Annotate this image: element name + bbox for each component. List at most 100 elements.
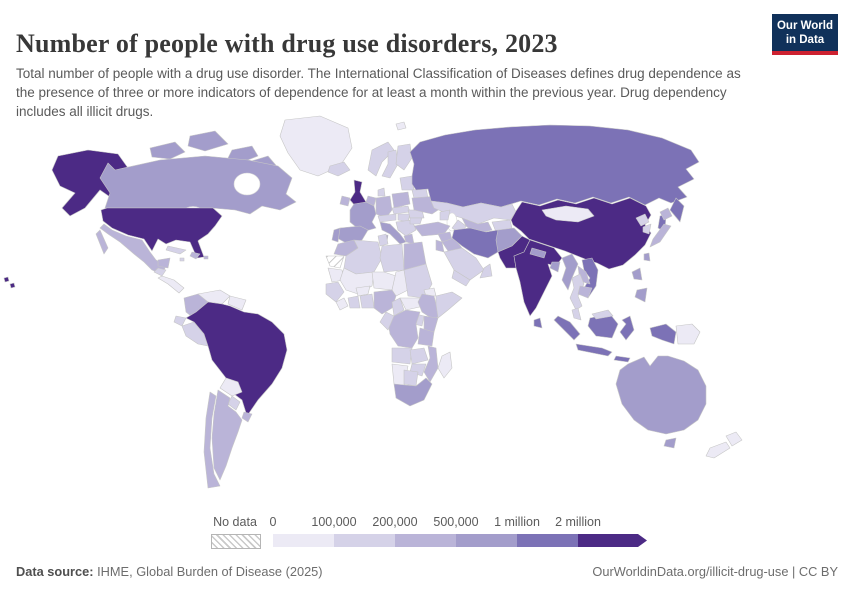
country-tasmania[interactable] bbox=[663, 437, 677, 449]
country-congo-gabon[interactable] bbox=[379, 311, 395, 331]
country-cuba[interactable] bbox=[165, 245, 187, 255]
country-caucasus[interactable] bbox=[439, 209, 451, 221]
country-guyanas[interactable] bbox=[227, 295, 247, 311]
country-norway[interactable] bbox=[367, 141, 395, 177]
country-iceland[interactable] bbox=[327, 161, 351, 177]
country-burkina-faso[interactable] bbox=[355, 285, 371, 297]
country-yemen[interactable] bbox=[451, 269, 471, 287]
country-ivory-coast[interactable] bbox=[347, 295, 361, 309]
legend-segment[interactable] bbox=[334, 534, 395, 547]
country-poland[interactable] bbox=[391, 191, 411, 209]
country-hawaii[interactable] bbox=[3, 276, 16, 289]
country-bulgaria[interactable] bbox=[409, 217, 423, 225]
country-south-korea[interactable] bbox=[642, 223, 652, 235]
country-tanzania[interactable] bbox=[417, 327, 435, 347]
legend-segment[interactable] bbox=[395, 534, 456, 547]
country-chile[interactable] bbox=[203, 391, 221, 489]
country-zambia[interactable] bbox=[409, 347, 429, 365]
country-angola[interactable] bbox=[391, 347, 413, 365]
country-somalia[interactable] bbox=[435, 291, 463, 319]
country-libya[interactable] bbox=[379, 243, 405, 273]
legend-segment[interactable] bbox=[578, 534, 647, 547]
country-ireland[interactable] bbox=[339, 195, 351, 207]
country-sulawesi[interactable] bbox=[619, 315, 635, 341]
country-east-malaysia[interactable] bbox=[591, 309, 614, 320]
country-taiwan[interactable] bbox=[643, 252, 651, 262]
country-bangladesh[interactable] bbox=[549, 261, 561, 273]
legend-segment[interactable] bbox=[273, 534, 334, 547]
owid-logo[interactable]: Our World in Data bbox=[772, 14, 838, 55]
country-argentina[interactable] bbox=[211, 389, 243, 481]
country-oman[interactable] bbox=[479, 263, 493, 279]
country-japan-honshu[interactable] bbox=[649, 223, 672, 248]
country-svalbard[interactable] bbox=[395, 121, 407, 131]
license-link[interactable]: OurWorldinData.org/illicit-drug-use | CC… bbox=[592, 564, 838, 579]
legend-segment[interactable] bbox=[456, 534, 517, 547]
country-mongolia[interactable] bbox=[541, 205, 595, 223]
country-cameroon[interactable] bbox=[391, 297, 405, 317]
country-thailand[interactable] bbox=[569, 273, 585, 311]
legend-segment[interactable] bbox=[517, 534, 578, 547]
map-svg bbox=[3, 115, 743, 489]
country-greece[interactable] bbox=[403, 233, 415, 245]
legend-tick: 200,000 bbox=[372, 515, 418, 529]
country-south-africa[interactable] bbox=[393, 377, 433, 407]
country-bolivia[interactable] bbox=[219, 377, 243, 397]
country-nigeria[interactable] bbox=[373, 289, 397, 315]
country-central-america[interactable] bbox=[157, 275, 185, 294]
country-new-zealand-south[interactable] bbox=[705, 441, 731, 459]
country-philippines-south[interactable] bbox=[634, 287, 648, 303]
country-uruguay[interactable] bbox=[241, 411, 253, 423]
country-brazil[interactable] bbox=[185, 301, 288, 417]
country-germany[interactable] bbox=[375, 195, 393, 219]
country-west-papua[interactable] bbox=[649, 323, 677, 345]
country-ghana-benin[interactable] bbox=[359, 293, 375, 309]
country-madagascar[interactable] bbox=[437, 351, 453, 379]
country-finland[interactable] bbox=[395, 143, 413, 171]
country-sri-lanka[interactable] bbox=[533, 317, 543, 329]
country-italy[interactable] bbox=[379, 221, 407, 245]
country-canada[interactable] bbox=[99, 155, 297, 215]
country-north-korea[interactable] bbox=[635, 213, 650, 227]
country-tunisia[interactable] bbox=[377, 233, 389, 247]
country-venezuela[interactable] bbox=[197, 289, 231, 305]
country-baja-california[interactable] bbox=[95, 229, 109, 255]
country-japan-hokkaido[interactable] bbox=[659, 207, 673, 221]
country-sierra-leone-liberia[interactable] bbox=[335, 297, 349, 311]
country-russia[interactable] bbox=[409, 124, 700, 208]
world-choropleth-map[interactable] bbox=[0, 108, 850, 516]
country-hispaniola[interactable] bbox=[189, 251, 201, 260]
country-botswana[interactable] bbox=[403, 369, 419, 387]
country-austria-switzerland[interactable] bbox=[377, 213, 397, 223]
country-senegal-guinea[interactable] bbox=[325, 281, 345, 303]
no-data-swatch[interactable] bbox=[211, 534, 261, 549]
country-portugal[interactable] bbox=[331, 227, 341, 243]
country-lesser-sunda[interactable] bbox=[613, 355, 631, 363]
country-cambodia[interactable] bbox=[577, 285, 593, 299]
country-ecuador[interactable] bbox=[173, 315, 187, 327]
country-chad[interactable] bbox=[391, 269, 409, 297]
country-puerto-rico[interactable] bbox=[203, 255, 209, 260]
country-denmark[interactable] bbox=[377, 187, 386, 197]
country-france[interactable] bbox=[349, 201, 377, 233]
country-turkey[interactable] bbox=[413, 221, 451, 237]
country-india[interactable] bbox=[513, 239, 563, 317]
country-sweden[interactable] bbox=[381, 149, 399, 179]
country-sumatra[interactable] bbox=[553, 315, 581, 341]
country-western-sahara[interactable] bbox=[325, 255, 345, 269]
country-laos[interactable] bbox=[577, 265, 591, 285]
country-papua-new-guinea[interactable] bbox=[675, 323, 701, 345]
data-source-text: IHME, Global Burden of Disease (2025) bbox=[93, 564, 323, 579]
country-java[interactable] bbox=[575, 343, 613, 357]
country-jamaica[interactable] bbox=[179, 257, 185, 262]
country-nepal[interactable] bbox=[529, 247, 547, 259]
no-data-label: No data bbox=[213, 515, 257, 529]
country-usa[interactable] bbox=[100, 207, 223, 259]
country-kamchatka[interactable] bbox=[669, 197, 685, 223]
country-myanmar[interactable] bbox=[561, 253, 579, 291]
country-new-zealand-north[interactable] bbox=[725, 431, 743, 447]
country-philippines-luzon[interactable] bbox=[631, 267, 643, 281]
country-australia[interactable] bbox=[615, 355, 707, 435]
country-malaysia[interactable] bbox=[571, 307, 582, 321]
country-yucatan[interactable] bbox=[157, 257, 171, 269]
